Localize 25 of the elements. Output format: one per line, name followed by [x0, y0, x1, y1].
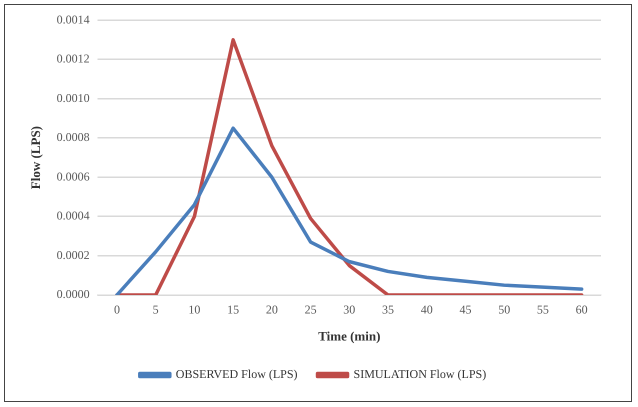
y-tick-label: 0.0010 [56, 90, 90, 105]
x-tick-label: 55 [536, 302, 549, 316]
x-tick-label: 45 [459, 302, 472, 316]
x-tick-label: 60 [576, 302, 588, 316]
x-tick-label: 5 [152, 302, 159, 316]
y-tick-label: 0.0000 [56, 287, 90, 302]
legend-label: SIMULATION Flow (LPS) [354, 367, 486, 382]
y-tick-label: 0.0006 [56, 169, 90, 184]
y-tick-label: 0.0014 [56, 12, 90, 26]
y-tick-label: 0.0008 [56, 130, 90, 144]
legend-label: OBSERVED Flow (LPS) [176, 367, 298, 382]
x-tick-label: 0 [114, 302, 120, 316]
y-axis-title: Flow (LPS) [28, 126, 44, 190]
y-tick-label: 0.0012 [56, 52, 90, 66]
x-tick-label: 20 [266, 302, 278, 316]
x-tick-label: 25 [304, 302, 317, 316]
x-tick-label: 10 [188, 302, 200, 316]
y-tick-label: 0.0004 [56, 208, 90, 223]
x-tick-label: 30 [343, 302, 356, 316]
x-axis-title: Time (min) [318, 328, 380, 344]
x-tick-label: 35 [382, 302, 394, 316]
x-tick-label: 50 [498, 302, 510, 316]
x-tick-label: 15 [227, 302, 240, 316]
y-tick-label: 0.0002 [56, 248, 90, 262]
x-tick-label: 40 [420, 302, 433, 316]
